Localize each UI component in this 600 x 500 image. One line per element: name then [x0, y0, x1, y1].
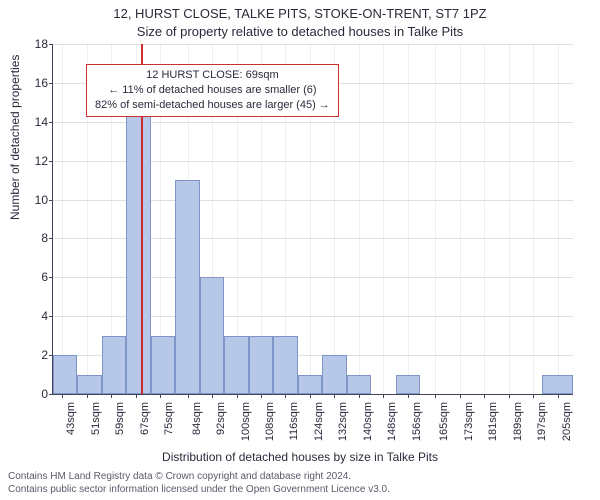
- xtick-label: 43sqm: [65, 402, 77, 448]
- xtick-mark: [558, 394, 559, 398]
- xtick-label: 173sqm: [463, 402, 475, 448]
- xtick-mark: [484, 394, 485, 398]
- xtick-mark: [359, 394, 360, 398]
- chart-title-desc: Size of property relative to detached ho…: [0, 24, 600, 39]
- xtick-label: 140sqm: [362, 402, 374, 448]
- ytick-label: 8: [8, 231, 48, 245]
- xtick-label: 132sqm: [337, 402, 349, 448]
- xtick-label: 189sqm: [512, 402, 524, 448]
- xtick-mark: [310, 394, 311, 398]
- xtick-mark: [408, 394, 409, 398]
- gridline-v: [62, 44, 63, 394]
- histogram-bar: [542, 375, 573, 394]
- ytick-mark: [49, 161, 53, 162]
- gridline-v: [509, 44, 510, 394]
- ytick-label: 16: [8, 76, 48, 90]
- ytick-label: 12: [8, 154, 48, 168]
- xtick-mark: [435, 394, 436, 398]
- xtick-mark: [460, 394, 461, 398]
- histogram-bar: [273, 336, 297, 394]
- xtick-mark: [261, 394, 262, 398]
- histogram-bar: [126, 102, 150, 394]
- xtick-mark: [188, 394, 189, 398]
- gridline-v: [383, 44, 384, 394]
- footer-line2: Contains public sector information licen…: [8, 483, 390, 496]
- ytick-label: 10: [8, 193, 48, 207]
- histogram-bar: [53, 355, 77, 394]
- histogram-bar: [200, 277, 224, 394]
- xtick-label: 84sqm: [191, 402, 203, 448]
- xtick-mark: [111, 394, 112, 398]
- xtick-mark: [533, 394, 534, 398]
- ytick-mark: [49, 200, 53, 201]
- info-box: 12 HURST CLOSE: 69sqm ← 11% of detached …: [86, 64, 339, 117]
- xtick-label: 165sqm: [438, 402, 450, 448]
- xtick-label: 108sqm: [264, 402, 276, 448]
- xtick-mark: [334, 394, 335, 398]
- histogram-bar: [322, 355, 346, 394]
- xtick-label: 197sqm: [536, 402, 548, 448]
- xtick-label: 156sqm: [411, 402, 423, 448]
- footer-line1: Contains HM Land Registry data © Crown c…: [8, 470, 390, 483]
- gridline-v: [408, 44, 409, 394]
- histogram-bar: [102, 336, 126, 394]
- xtick-label: 59sqm: [114, 402, 126, 448]
- gridline-v: [460, 44, 461, 394]
- ytick-mark: [49, 277, 53, 278]
- xtick-mark: [160, 394, 161, 398]
- gridline-v: [359, 44, 360, 394]
- xtick-mark: [136, 394, 137, 398]
- xtick-mark: [62, 394, 63, 398]
- xtick-mark: [237, 394, 238, 398]
- ytick-label: 6: [8, 270, 48, 284]
- histogram-bar: [298, 375, 322, 394]
- xtick-label: 75sqm: [163, 402, 175, 448]
- gridline-v: [435, 44, 436, 394]
- xtick-mark: [509, 394, 510, 398]
- chart-title-address: 12, HURST CLOSE, TALKE PITS, STOKE-ON-TR…: [0, 6, 600, 21]
- ytick-mark: [49, 394, 53, 395]
- xtick-label: 181sqm: [487, 402, 499, 448]
- info-box-line2: ← 11% of detached houses are smaller (6): [95, 83, 330, 98]
- histogram-bar: [77, 375, 101, 394]
- xtick-mark: [383, 394, 384, 398]
- xtick-label: 92sqm: [215, 402, 227, 448]
- ytick-mark: [49, 316, 53, 317]
- xtick-label: 67sqm: [139, 402, 151, 448]
- xtick-label: 51sqm: [90, 402, 102, 448]
- histogram-bar: [396, 375, 420, 394]
- x-axis-label: Distribution of detached houses by size …: [0, 450, 600, 464]
- ytick-mark: [49, 238, 53, 239]
- ytick-mark: [49, 122, 53, 123]
- ytick-label: 2: [8, 348, 48, 362]
- gridline-h: [53, 44, 573, 45]
- histogram-bar: [347, 375, 371, 394]
- gridline-v: [558, 44, 559, 394]
- histogram-bar: [224, 336, 248, 394]
- ytick-mark: [49, 44, 53, 45]
- histogram-bar: [151, 336, 175, 394]
- xtick-mark: [285, 394, 286, 398]
- info-box-line1: 12 HURST CLOSE: 69sqm: [95, 68, 330, 83]
- xtick-label: 124sqm: [313, 402, 325, 448]
- xtick-label: 148sqm: [386, 402, 398, 448]
- histogram-bar: [175, 180, 199, 394]
- ytick-label: 4: [8, 309, 48, 323]
- ytick-label: 18: [8, 37, 48, 51]
- histogram-bar: [249, 336, 273, 394]
- xtick-label: 205sqm: [561, 402, 573, 448]
- info-box-line3: 82% of semi-detached houses are larger (…: [95, 98, 330, 113]
- chart-container: 12, HURST CLOSE, TALKE PITS, STOKE-ON-TR…: [0, 0, 600, 500]
- ytick-label: 0: [8, 387, 48, 401]
- xtick-label: 100sqm: [240, 402, 252, 448]
- xtick-mark: [212, 394, 213, 398]
- ytick-mark: [49, 83, 53, 84]
- footer-attribution: Contains HM Land Registry data © Crown c…: [8, 470, 390, 496]
- xtick-mark: [87, 394, 88, 398]
- gridline-v: [484, 44, 485, 394]
- xtick-label: 116sqm: [288, 402, 300, 448]
- ytick-label: 14: [8, 115, 48, 129]
- gridline-v: [533, 44, 534, 394]
